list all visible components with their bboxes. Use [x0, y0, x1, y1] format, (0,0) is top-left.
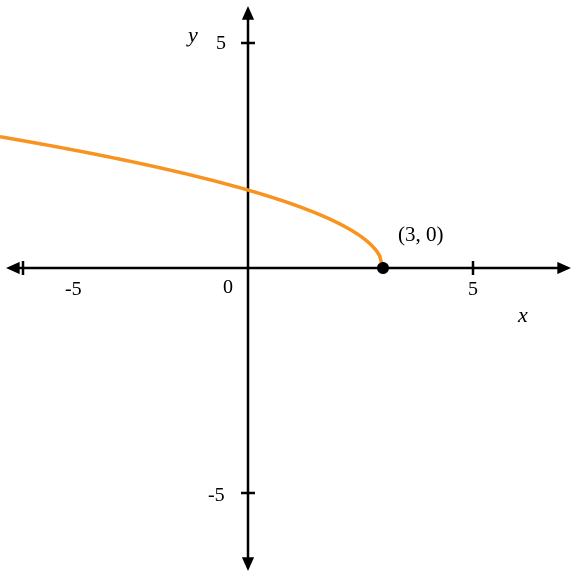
- origin-label: 0: [223, 276, 233, 299]
- chart-svg: [0, 0, 577, 577]
- y-axis-label: y: [188, 22, 198, 48]
- y-tick-5: 5: [216, 32, 226, 55]
- x-axis-label: x: [518, 302, 528, 328]
- y-tick-neg5: -5: [208, 484, 225, 507]
- x-tick-5: 5: [468, 278, 478, 301]
- x-tick-neg5: -5: [65, 278, 82, 301]
- point-label: (3, 0): [398, 222, 444, 247]
